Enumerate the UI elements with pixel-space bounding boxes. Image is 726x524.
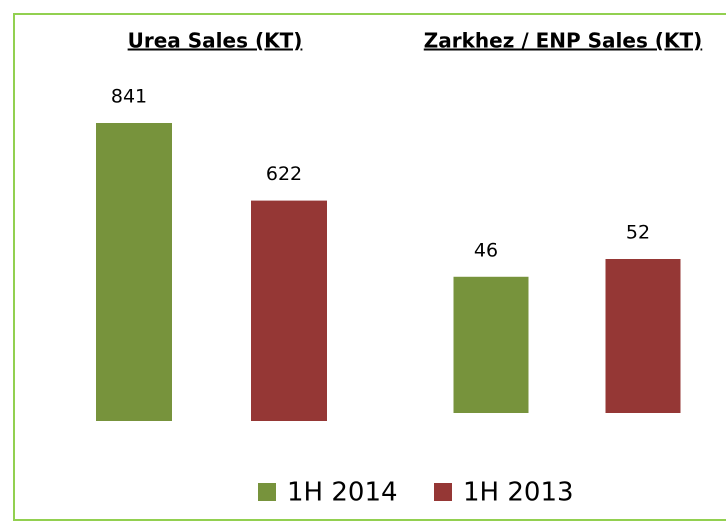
value-label: 52 [626,222,650,244]
legend-swatch [258,483,276,501]
panel-title: Urea Sales (KT) [128,29,303,53]
value-label: 622 [266,163,302,185]
panel-title: Zarkhez / ENP Sales (KT) [424,29,702,53]
bar [605,259,681,413]
legend-swatch [434,483,452,501]
bar [96,123,172,421]
value-label: 46 [474,239,498,261]
frame [13,13,726,521]
legend-label: 1H 2013 [463,478,574,508]
value-label: 841 [111,86,147,108]
bar [453,276,529,413]
bar [251,200,327,421]
legend-label: 1H 2014 [287,478,398,508]
